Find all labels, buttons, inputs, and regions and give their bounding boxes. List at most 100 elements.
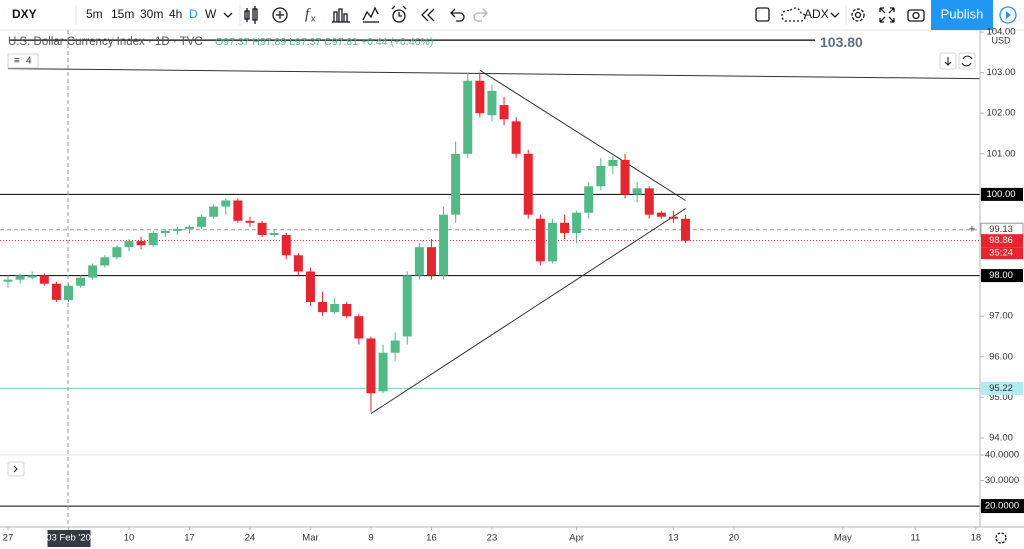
- y-tick-label: 97.00: [989, 311, 1013, 322]
- scroll-button[interactable]: [939, 52, 957, 70]
- fullscreen-button[interactable]: [879, 7, 895, 23]
- candle-body: [257, 222, 267, 235]
- interval-dropdown[interactable]: [223, 12, 233, 18]
- interval-button[interactable]: 15m: [111, 7, 134, 21]
- templates-button[interactable]: [332, 8, 350, 23]
- settings-button[interactable]: [851, 8, 865, 22]
- indicator-count[interactable]: ≡: [14, 56, 20, 67]
- candle-body: [318, 301, 328, 313]
- x-tick-label: Mar: [302, 533, 318, 544]
- candle-body: [51, 283, 61, 300]
- y-tick-label: 40.0000: [985, 450, 1019, 461]
- symbol-title: U.S. Dollar Currency Index · 1D · TVC: [8, 36, 203, 48]
- symbol[interactable]: DXY: [12, 7, 37, 21]
- redo-button[interactable]: [473, 8, 488, 22]
- y-tick-label: 20.0000: [985, 501, 1019, 512]
- level-label-bg: [981, 499, 1024, 514]
- x-tick-label: 27: [3, 533, 14, 544]
- toolbar: [0, 0, 1024, 30]
- interval-group: 5m 15m 30m 4h D W: [86, 7, 217, 21]
- indicator-badge[interactable]: [7, 53, 39, 69]
- indicator-dropdown[interactable]: [830, 12, 840, 18]
- select-button[interactable]: [755, 7, 770, 22]
- candle-body: [197, 216, 207, 227]
- price-label: 100.00: [986, 189, 1015, 200]
- candle-body: [572, 212, 582, 233]
- candle-body: [378, 352, 388, 392]
- publish-label[interactable]: Publish: [941, 6, 984, 21]
- candle-body: [632, 188, 642, 195]
- candle-body: [76, 277, 86, 286]
- axis-settings[interactable]: [995, 532, 1007, 544]
- trend-line: [479, 69, 686, 201]
- replay-button[interactable]: [421, 8, 435, 22]
- x-tick-label: 24: [245, 533, 256, 544]
- x-tick-label: 11: [910, 533, 920, 544]
- candle-body: [668, 216, 678, 219]
- axis-corner: [981, 528, 1024, 549]
- candle-body: [281, 234, 291, 256]
- candle-body: [160, 230, 170, 233]
- crosshair-plus: +: [969, 224, 975, 236]
- interval-button[interactable]: W: [205, 7, 217, 21]
- alert-button[interactable]: [391, 5, 407, 23]
- interval-button[interactable]: 30m: [140, 7, 163, 21]
- indicator-name[interactable]: ADX: [804, 7, 829, 21]
- candle-body: [184, 226, 194, 229]
- price-label-bg: [981, 234, 1023, 248]
- interval-button[interactable]: D: [189, 7, 198, 21]
- snapshot-button[interactable]: [907, 9, 925, 22]
- price-label: 98.00: [989, 270, 1013, 281]
- reset-button[interactable]: [958, 52, 976, 70]
- candle-body: [402, 275, 412, 337]
- publish-button[interactable]: [931, 0, 993, 30]
- chart-type-button[interactable]: [244, 6, 258, 24]
- candle-body: [305, 271, 315, 302]
- indicator-count-value[interactable]: 4: [26, 56, 32, 67]
- candle-body: [644, 188, 654, 215]
- candle-body: [100, 257, 110, 266]
- candle-body: [656, 212, 666, 217]
- y-tick-label: 103.00: [986, 67, 1015, 78]
- candle-body: [547, 222, 557, 262]
- y-tick-label: 96.00: [989, 351, 1013, 362]
- candle-body: [15, 275, 25, 280]
- candle-body: [523, 153, 533, 215]
- candle-body: [342, 303, 352, 317]
- candle-body: [681, 218, 691, 241]
- cloud-button[interactable]: [781, 7, 806, 22]
- candle-body: [136, 241, 146, 246]
- x-tick-label: 17: [184, 533, 195, 544]
- sidebar-toggle[interactable]: [999, 6, 1017, 24]
- price-label-bg: [981, 187, 1023, 201]
- y-tick-label: 102.00: [986, 108, 1015, 119]
- candle-body: [511, 121, 521, 154]
- candle-body: [221, 200, 231, 207]
- candle-body: [426, 247, 436, 276]
- candle-body: [88, 265, 98, 278]
- svg-text:x: x: [311, 13, 316, 23]
- interval-button[interactable]: 4h: [169, 7, 182, 21]
- candle-body: [245, 220, 255, 223]
- strategies-button[interactable]: [362, 6, 379, 23]
- crosshair-date-bg: [47, 530, 91, 547]
- candle-body: [499, 105, 509, 120]
- compare-button[interactable]: [272, 7, 288, 23]
- candle-body: [124, 241, 134, 248]
- candle-body: [535, 218, 545, 262]
- trend-line: [7, 68, 989, 80]
- pane-collapse[interactable]: [7, 461, 25, 477]
- candle-body: [354, 316, 364, 339]
- undo-button[interactable]: [450, 8, 465, 22]
- price-label: 98.86: [989, 235, 1013, 246]
- x-tick-label: 13: [668, 533, 679, 544]
- svg-text:f: f: [305, 6, 311, 22]
- x-tick-label: 9: [368, 533, 373, 544]
- x-tick-label: 16: [426, 533, 437, 544]
- candle-body: [596, 165, 606, 187]
- candle-body: [269, 232, 279, 235]
- interval-button[interactable]: 5m: [86, 7, 103, 21]
